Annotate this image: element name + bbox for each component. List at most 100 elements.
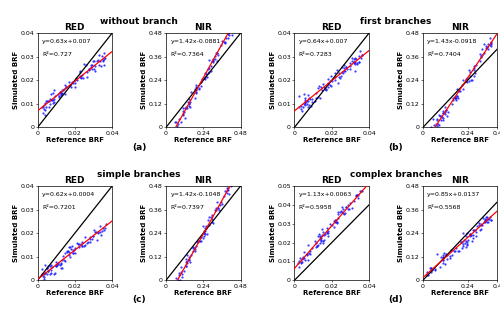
Point <box>298 109 306 114</box>
Point <box>484 46 492 51</box>
Point <box>48 98 56 103</box>
Point <box>84 67 92 72</box>
Point <box>222 188 230 193</box>
Title: NIR: NIR <box>194 23 212 32</box>
Point <box>185 257 193 262</box>
Point <box>40 276 48 281</box>
Point <box>487 43 495 48</box>
Point <box>94 59 102 64</box>
Point <box>338 64 346 69</box>
Point <box>319 230 327 235</box>
Point <box>70 80 78 85</box>
Point <box>60 87 68 92</box>
Point <box>54 92 62 97</box>
Point <box>466 70 474 75</box>
Point <box>102 56 110 61</box>
Text: y=0.62x+0.0004: y=0.62x+0.0004 <box>42 192 95 197</box>
Point <box>486 40 494 45</box>
Point <box>296 258 304 263</box>
Point <box>319 238 327 243</box>
Point <box>58 90 66 95</box>
Point <box>331 71 339 76</box>
Point <box>462 233 470 238</box>
Point <box>352 193 360 198</box>
Point <box>433 117 441 122</box>
Point <box>99 58 107 63</box>
Point <box>304 257 312 262</box>
Point <box>70 245 78 250</box>
Point <box>448 252 456 257</box>
Point <box>354 193 362 198</box>
Point <box>439 110 447 115</box>
X-axis label: Reference BRF: Reference BRF <box>302 290 360 296</box>
Point <box>44 269 52 274</box>
Point <box>208 221 216 226</box>
Point <box>204 70 212 75</box>
Text: y=1.42x-0.0881: y=1.42x-0.0881 <box>170 39 220 44</box>
Point <box>49 98 57 103</box>
Point <box>175 116 183 121</box>
Point <box>348 55 356 60</box>
Point <box>434 252 442 257</box>
Point <box>43 265 51 270</box>
Point <box>306 248 314 253</box>
Point <box>318 82 326 87</box>
Text: (a): (a) <box>132 143 146 152</box>
Point <box>482 215 490 220</box>
Point <box>58 265 66 270</box>
Point <box>442 112 450 117</box>
Point <box>356 60 364 65</box>
Point <box>484 42 492 47</box>
Point <box>76 74 84 79</box>
Point <box>94 230 102 235</box>
Point <box>221 41 229 46</box>
Point <box>313 244 321 249</box>
Point <box>320 233 328 238</box>
Point <box>432 121 440 126</box>
Point <box>453 94 461 99</box>
Point <box>56 261 64 266</box>
Point <box>74 240 82 245</box>
Point <box>90 227 98 232</box>
Point <box>304 105 312 110</box>
X-axis label: Reference BRF: Reference BRF <box>174 290 233 296</box>
Point <box>340 212 348 217</box>
Point <box>213 58 221 63</box>
Point <box>44 269 52 274</box>
Point <box>198 76 206 81</box>
Point <box>197 83 205 89</box>
Point <box>52 264 60 269</box>
Text: R²=0.5958: R²=0.5958 <box>299 205 332 210</box>
Point <box>38 273 46 278</box>
Point <box>481 217 489 222</box>
Point <box>177 270 185 275</box>
Point <box>72 76 80 81</box>
Point <box>70 247 78 252</box>
Point <box>462 244 470 249</box>
Point <box>302 257 310 262</box>
Point <box>81 242 89 247</box>
Point <box>54 263 62 268</box>
Point <box>98 54 106 59</box>
Point <box>50 97 58 102</box>
Point <box>45 98 53 103</box>
Point <box>344 203 352 208</box>
Point <box>43 271 51 276</box>
Point <box>41 270 49 275</box>
Point <box>42 101 50 106</box>
Point <box>476 227 484 232</box>
Point <box>201 231 209 236</box>
Point <box>102 221 110 226</box>
Point <box>224 36 232 41</box>
Point <box>470 66 478 71</box>
Point <box>90 58 98 63</box>
Point <box>333 220 341 225</box>
Point <box>306 102 314 107</box>
Point <box>175 271 183 276</box>
Text: first branches: first branches <box>360 17 432 26</box>
Point <box>300 255 308 260</box>
Point <box>50 272 58 277</box>
Point <box>352 61 360 66</box>
Point <box>476 59 484 64</box>
Point <box>318 233 326 238</box>
